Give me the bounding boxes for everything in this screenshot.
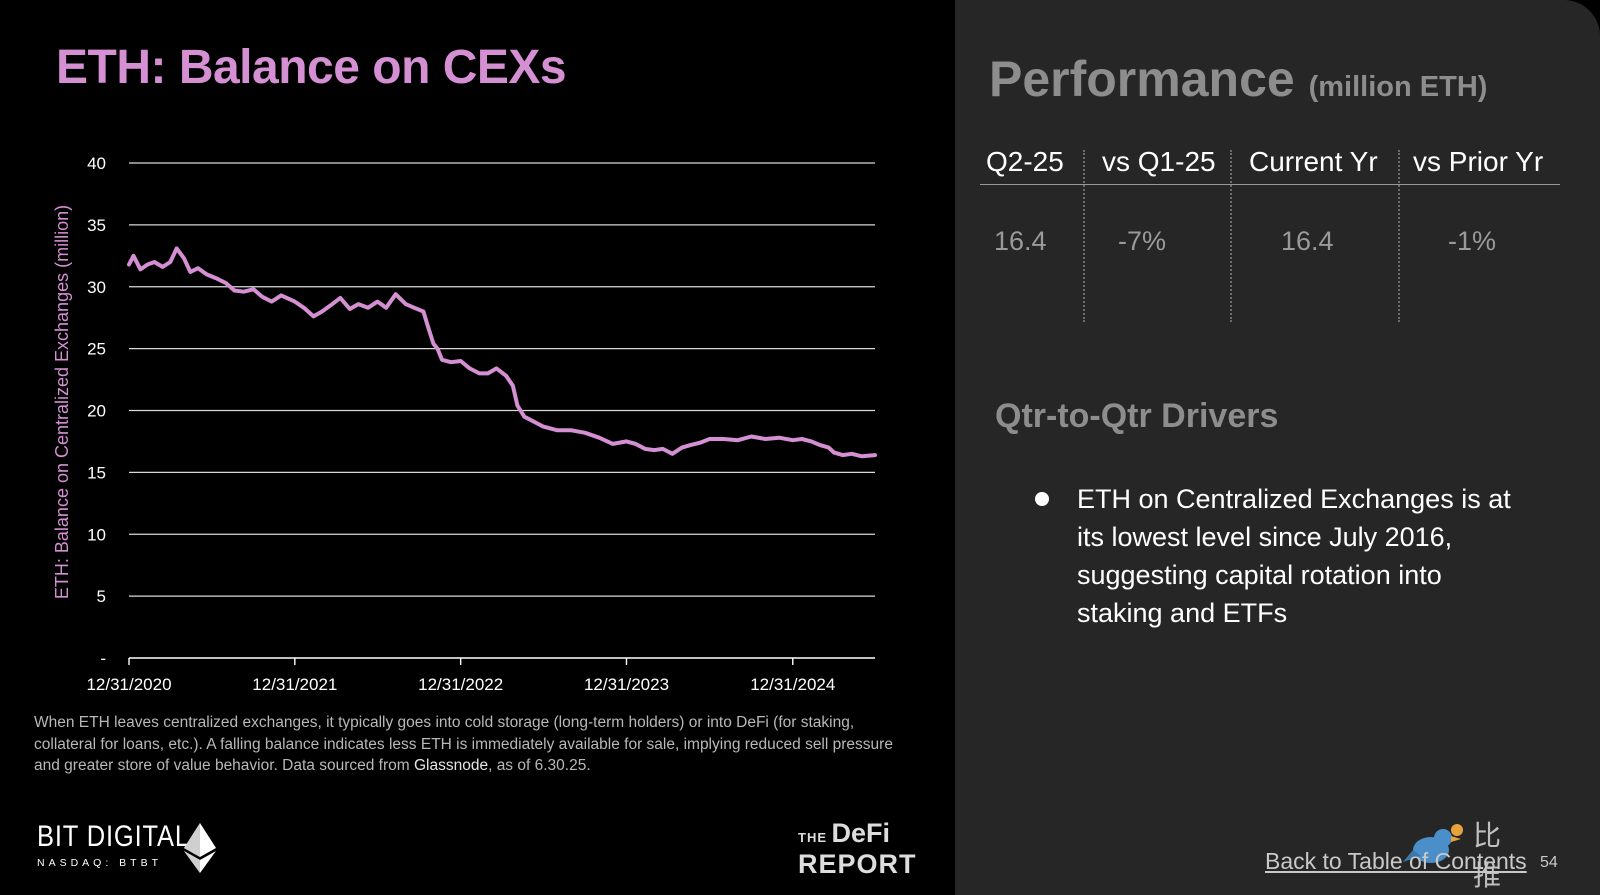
table-column-q2-25: Q2-25 16.4 xyxy=(986,146,1064,326)
x-tick-label: 12/31/2022 xyxy=(418,675,503,694)
table-divider xyxy=(1230,150,1232,322)
chart-series xyxy=(127,246,877,459)
x-tick-label: 12/31/2020 xyxy=(86,675,171,694)
x-tick-labels: 12/31/2020 12/31/2021 12/31/2022 12/31/2023… xyxy=(86,675,835,694)
table-column-vs-prior-yr: vs Prior Yr -1% xyxy=(1413,146,1543,326)
eth-cex-balance-line xyxy=(127,246,877,459)
column-header: Q2-25 xyxy=(986,146,1064,177)
y-tick-label: 40 xyxy=(87,154,106,173)
bit-digital-ticker: NASDAQ: BTBT xyxy=(37,857,163,869)
ethereum-icon xyxy=(184,823,216,873)
defi-report-logo: THE DeFi REPORT xyxy=(798,818,917,879)
performance-title: Performance (million ETH) xyxy=(989,50,1487,108)
y-tick-label: 10 xyxy=(87,525,106,544)
table-divider xyxy=(1083,150,1085,322)
back-to-contents-link[interactable]: Back to Table of Contents xyxy=(1265,848,1527,874)
bit-digital-logo: BIT DIGITAL NASDAQ: BTBT xyxy=(37,820,217,870)
footnote-source: Glassnode xyxy=(413,757,489,774)
x-tick-label: 12/31/2024 xyxy=(750,675,835,694)
column-header: vs Q1-25 xyxy=(1102,146,1216,177)
y-tick-label: 20 xyxy=(87,402,106,421)
drivers-list: ETH on Centralized Exchanges is at its l… xyxy=(1035,480,1525,632)
y-tick-label: 5 xyxy=(97,587,106,606)
chart-axes xyxy=(128,657,875,665)
performance-unit: (million ETH) xyxy=(1308,71,1488,103)
footnote-date: , as of 6.30.25. xyxy=(488,757,591,774)
y-tick-label: 35 xyxy=(87,216,106,235)
watermark: 比推 xyxy=(1403,819,1501,892)
chart-footnote: When ETH leaves centralized exchanges, i… xyxy=(34,712,914,777)
bird-icon xyxy=(1403,824,1463,863)
column-value: 16.4 xyxy=(994,226,1047,256)
chart-panel: ETH: Balance on CEXs - 5 10 15 20 25 30 35 40 12… xyxy=(34,41,917,879)
watermark-text: 比推 xyxy=(1473,819,1502,892)
x-tick-label: 12/31/2021 xyxy=(252,675,337,694)
performance-panel xyxy=(955,0,1600,895)
bullet-dot xyxy=(1035,492,1049,506)
table-column-current-yr: Current Yr 16.4 xyxy=(1249,146,1378,326)
column-value: 16.4 xyxy=(1281,226,1334,256)
y-tick-label: 15 xyxy=(87,463,106,482)
driver-bullet: ETH on Centralized Exchanges is at its l… xyxy=(1035,480,1525,632)
y-tick-label: 25 xyxy=(87,340,106,359)
footnote-text: When ETH leaves centralized exchanges, i… xyxy=(34,714,893,774)
column-value: -1% xyxy=(1448,226,1497,256)
bit-digital-name: BIT DIGITAL xyxy=(37,820,190,853)
table-divider xyxy=(1398,150,1400,322)
column-header: Current Yr xyxy=(1249,146,1378,177)
defi-logo-the: THE xyxy=(798,830,827,845)
y-tick-label: 30 xyxy=(87,278,106,297)
drivers-title: Qtr-to-Qtr Drivers xyxy=(995,397,1279,435)
chart-gridlines xyxy=(129,162,875,597)
y-tick-labels: - 5 10 15 20 25 30 35 40 xyxy=(87,154,106,668)
column-header: vs Prior Yr xyxy=(1413,146,1544,177)
y-tick-label: - xyxy=(100,649,106,668)
x-tick-label: 12/31/2023 xyxy=(584,675,669,694)
driver-bullet-text: ETH on Centralized Exchanges is at its l… xyxy=(1077,484,1511,628)
defi-logo-report: REPORT xyxy=(798,849,917,879)
performance-table: Q2-25 16.4 vs Q1-25 -7% Current Yr 16.4 … xyxy=(980,146,1560,326)
page-number: 54 xyxy=(1540,854,1558,871)
y-axis-label: ETH: Balance on Centralized Exchanges (m… xyxy=(52,205,72,599)
performance-title-text: Performance xyxy=(989,51,1295,107)
table-column-vs-q1-25: vs Q1-25 -7% xyxy=(1102,146,1216,326)
column-value: -7% xyxy=(1118,226,1167,256)
slide-title: ETH: Balance on CEXs xyxy=(56,41,567,94)
table-header-rule xyxy=(980,184,1560,185)
defi-logo-name: DeFi xyxy=(831,818,890,848)
